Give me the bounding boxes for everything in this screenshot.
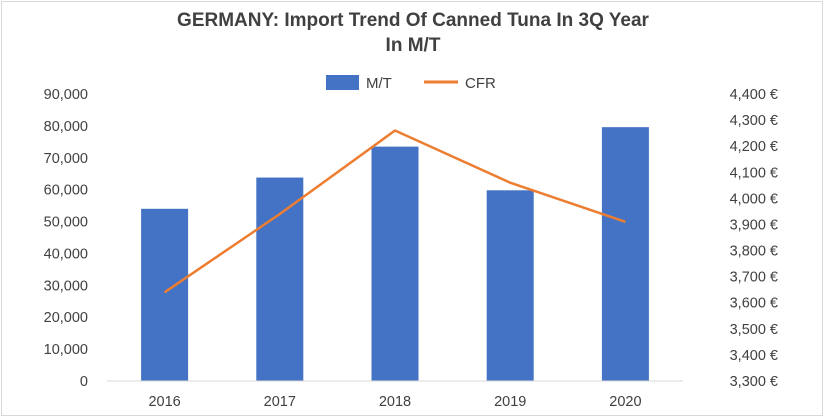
chart-title: GERMANY: Import Trend Of Canned Tuna In … [0, 8, 826, 58]
x-tick-label: 2017 [264, 394, 296, 410]
left-tick-label: 80,000 [44, 119, 88, 135]
right-tick-label: 3,700 € [730, 270, 778, 286]
left-tick-label: 90,000 [44, 87, 88, 103]
right-tick-label: 3,800 € [730, 244, 778, 260]
left-tick-label: 40,000 [44, 246, 88, 262]
x-axis: 2016 2017 2018 2019 2020 [148, 394, 641, 410]
right-tick-label: 3,300 € [730, 374, 778, 390]
line-series-cfr [163, 129, 626, 294]
left-tick-label: 10,000 [44, 342, 88, 358]
legend-swatch-mt [326, 75, 359, 90]
legend-label-mt: M/T [366, 75, 392, 92]
bar-2017 [256, 177, 304, 381]
right-tick-label: 3,600 € [730, 296, 778, 312]
left-tick-label: 70,000 [44, 151, 88, 167]
chart-title-line2: In M/T [385, 35, 441, 56]
bar-2019 [486, 190, 534, 381]
left-tick-label: 50,000 [44, 215, 88, 231]
right-tick-label: 3,900 € [730, 217, 778, 233]
x-tick-label: 2018 [379, 394, 411, 410]
chart-title-line1: GERMANY: Import Trend Of Canned Tuna In … [177, 10, 649, 31]
bar-series-mt [141, 127, 649, 381]
legend: M/T CFR [326, 75, 496, 92]
x-tick-label: 2016 [148, 394, 180, 410]
bar-2020 [601, 127, 649, 381]
bar-2016 [141, 208, 189, 381]
right-tick-label: 3,400 € [730, 348, 778, 364]
bar-2018 [371, 146, 419, 381]
x-tick-label: 2019 [494, 394, 526, 410]
right-axis: 3,300 € 3,400 € 3,500 € 3,600 € 3,700 € 3,800… [730, 87, 778, 390]
left-tick-label: 60,000 [44, 183, 88, 199]
left-axis: 0 10,000 20,000 30,000 40,000 50,000 60,000 70,… [44, 87, 88, 390]
right-tick-label: 4,200 € [730, 139, 778, 155]
right-tick-label: 4,100 € [730, 165, 778, 181]
right-tick-label: 4,000 € [730, 191, 778, 207]
right-tick-label: 3,500 € [730, 322, 778, 338]
left-tick-label: 0 [80, 374, 88, 390]
legend-label-cfr: CFR [465, 75, 496, 92]
x-tick-label: 2020 [609, 394, 641, 410]
left-tick-label: 20,000 [44, 310, 88, 326]
right-tick-label: 4,400 € [730, 87, 778, 103]
right-tick-label: 4,300 € [730, 113, 778, 129]
left-tick-label: 30,000 [44, 278, 88, 294]
